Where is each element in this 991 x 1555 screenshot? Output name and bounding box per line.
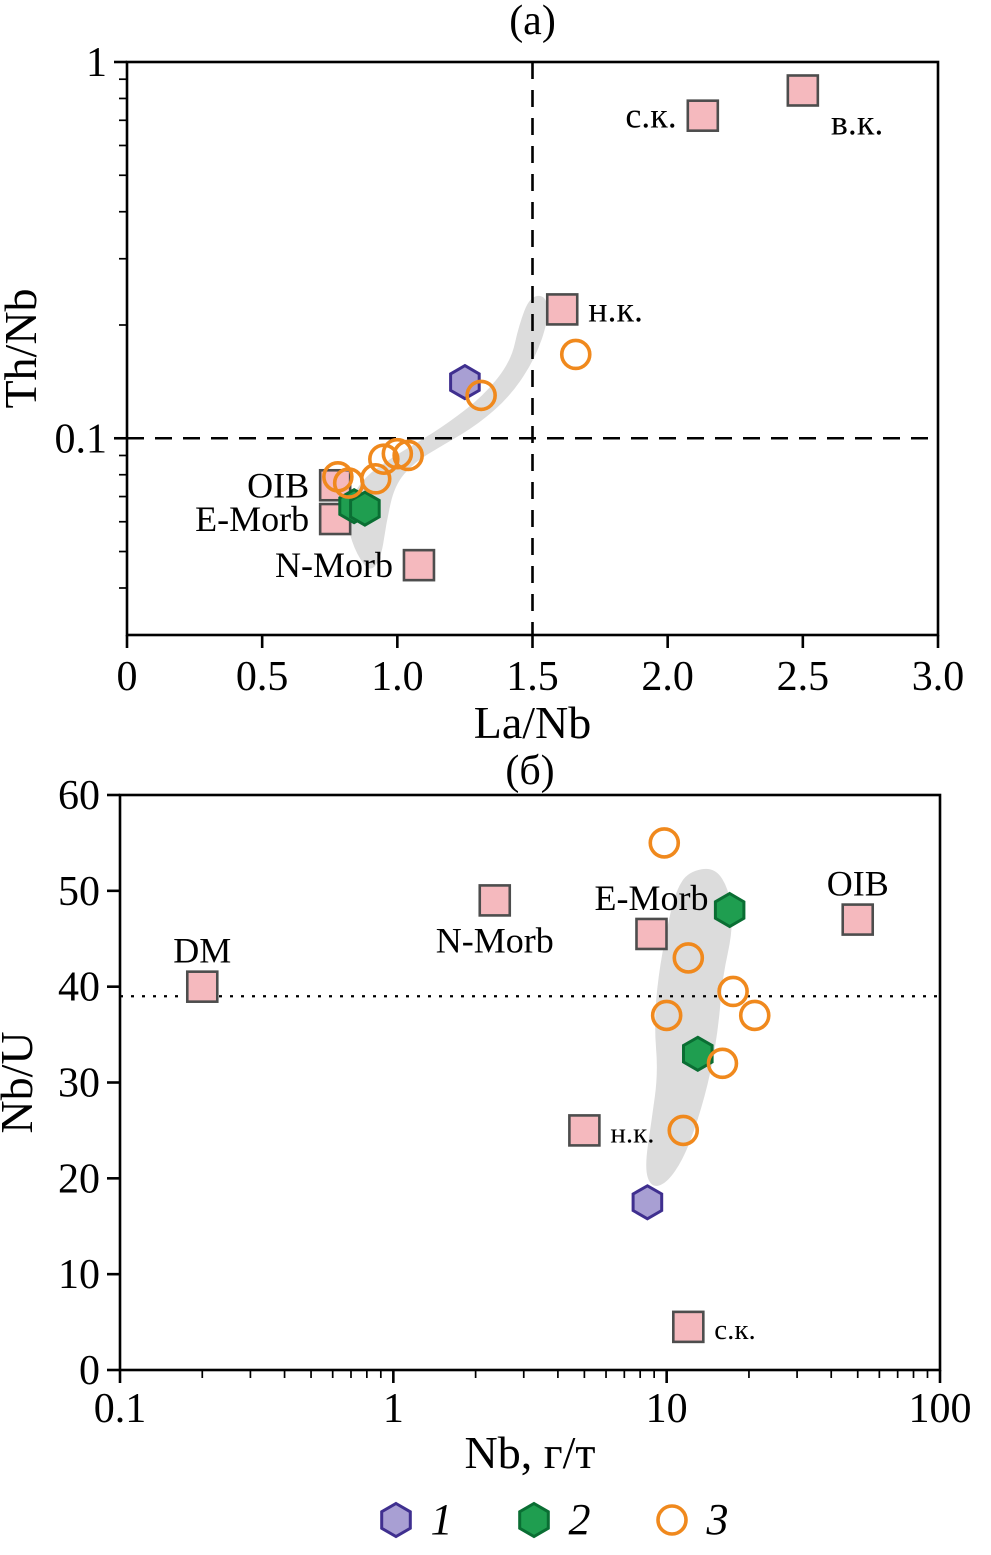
- plot-frame: [118, 793, 942, 1372]
- x-tick-label: 100: [909, 1386, 972, 1432]
- purple-hexagon-marker: [449, 363, 481, 401]
- x-axis-label: La/Nb: [474, 697, 592, 748]
- square-marker: [545, 293, 579, 326]
- open-circle-marker: [648, 827, 681, 859]
- square-marker: [786, 74, 820, 107]
- chart-title: (б): [505, 750, 554, 794]
- point-label: OIB: [247, 465, 309, 505]
- x-tick-label: 2.0: [641, 654, 694, 700]
- open-circle-marker: [392, 439, 424, 472]
- point-label: E-Morb: [594, 878, 708, 918]
- open-circle-marker: [717, 975, 749, 1008]
- open-circle-marker: [672, 942, 705, 974]
- chart-legend: 1 2 3: [373, 1485, 729, 1555]
- green-hexagon-marker: [682, 1035, 714, 1073]
- open-circle-marker: [381, 437, 414, 470]
- purple-hexagon-marker: [379, 1501, 412, 1539]
- green-hexagon-icon: [517, 1501, 550, 1539]
- point-label: DM: [173, 931, 231, 971]
- legend-item-3: 3: [649, 1497, 729, 1543]
- y-tick-label: 1: [86, 40, 107, 86]
- point-label: н.к.: [588, 289, 643, 329]
- open-circle-icon: [655, 1504, 688, 1536]
- square-marker: [672, 1310, 705, 1344]
- chart-b: 0.1 1 10 100 0 10 20 30 40 50 60 (б) Nb, г/т Nb/U DM N-…: [0, 750, 972, 1478]
- square-marker: [635, 917, 668, 951]
- x-axis-label: Nb, г/т: [465, 1427, 596, 1478]
- point-label: с.к.: [625, 96, 676, 136]
- square-marker: [686, 99, 720, 132]
- y-axis-label: Th/Nb: [0, 288, 46, 408]
- square-marker: [402, 548, 436, 582]
- green-hexagon-marker: [713, 891, 746, 929]
- legend-item-2: 2: [511, 1497, 591, 1543]
- square-marker: [841, 903, 875, 936]
- open-circle-marker: [465, 379, 497, 412]
- legend-label-2: 2: [568, 1495, 591, 1544]
- x-tick-label: 0.1: [94, 1386, 147, 1432]
- x-tick-label: 0: [117, 654, 138, 700]
- green-hexagon-marker: [349, 490, 381, 527]
- field-region: [347, 295, 548, 569]
- x-tick-label: 3.0: [912, 654, 965, 700]
- point-label: N-Morb: [436, 920, 554, 960]
- legend-label-1: 1: [430, 1495, 453, 1544]
- panel-b: 0.1 1 10 100 0 10 20 30 40 50 60 (б) Nb, г/т Nb/U DM N-…: [0, 750, 991, 1485]
- open-circle-marker: [706, 1047, 739, 1080]
- square-marker: [568, 1114, 601, 1147]
- open-circle-marker: [667, 1114, 700, 1147]
- open-circle-marker: [368, 443, 400, 475]
- point-label: в.к.: [831, 102, 884, 142]
- square-marker: [478, 884, 512, 917]
- point-label: OIB: [827, 864, 889, 904]
- square-marker: [185, 970, 219, 1003]
- y-axis-label: Nb/U: [0, 1031, 42, 1133]
- green-hexagon-marker: [517, 1501, 550, 1539]
- chart-title: (а): [509, 0, 556, 44]
- y-tick-label: 50: [58, 869, 100, 915]
- y-tick-label: 0: [79, 1348, 100, 1394]
- chart-a: 0 0.5 1.0 1.5 2.0 2.5 3.0 0.1 1 (а) La/Nb Th/Nb с.к.…: [0, 0, 965, 748]
- open-circle-marker: [559, 338, 592, 371]
- legend-label-3: 3: [706, 1495, 729, 1544]
- point-label: E-Morb: [195, 499, 309, 539]
- x-tick-label: 10: [646, 1386, 688, 1432]
- x-tick-label: 1.0: [371, 654, 424, 700]
- x-tick-label: 1.5: [506, 654, 559, 700]
- open-circle-marker: [359, 463, 392, 495]
- open-circle-marker: [650, 999, 683, 1032]
- legend-item-1: 1: [373, 1497, 453, 1543]
- x-tick-label: 2.5: [777, 654, 830, 700]
- point-label: н.к.: [610, 1117, 654, 1149]
- y-tick-label: 40: [58, 965, 100, 1011]
- purple-hexagon-icon: [379, 1501, 412, 1539]
- open-circle-marker: [738, 999, 771, 1032]
- x-tick-label: 1: [383, 1386, 404, 1432]
- panel-a: 0 0.5 1.0 1.5 2.0 2.5 3.0 0.1 1 (а) La/Nb Th/Nb с.к.…: [0, 0, 991, 750]
- open-circle-marker: [655, 1504, 688, 1536]
- y-tick-label: 30: [58, 1061, 100, 1107]
- point-label: с.к.: [714, 1314, 755, 1346]
- y-tick-label: 0.1: [55, 416, 108, 462]
- point-label: N-Morb: [275, 545, 393, 585]
- x-tick-label: 0.5: [236, 654, 289, 700]
- y-tick-label: 60: [58, 773, 100, 819]
- y-tick-label: 20: [58, 1156, 100, 1202]
- y-tick-label: 10: [58, 1252, 100, 1298]
- purple-hexagon-marker: [631, 1184, 664, 1221]
